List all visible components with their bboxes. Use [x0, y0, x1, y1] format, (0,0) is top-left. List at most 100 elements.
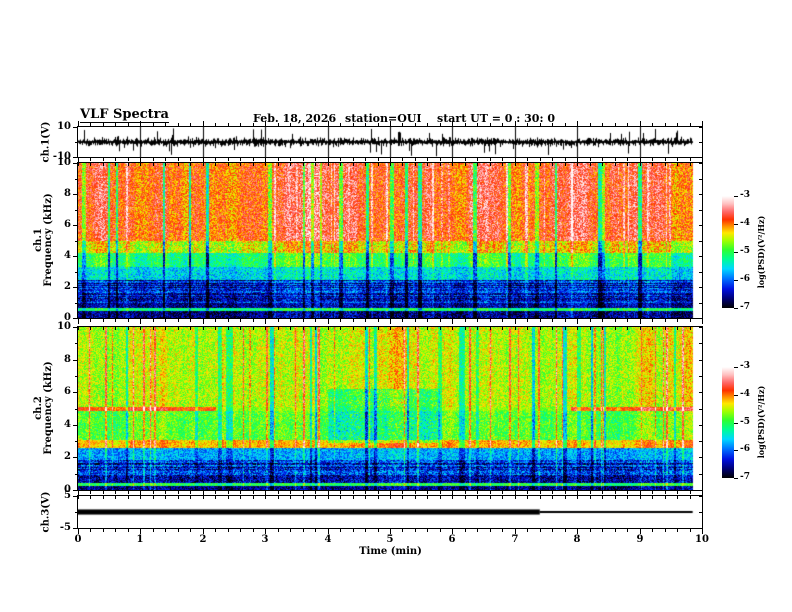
- x-tick-label: 8: [573, 534, 581, 545]
- tick-mark: [427, 491, 428, 494]
- tick-mark: [240, 491, 241, 494]
- tick-mark: [665, 529, 666, 532]
- tick-mark: [165, 491, 166, 494]
- ch1-spectrogram-canvas: [78, 163, 702, 318]
- x-tick-label: 7: [511, 534, 519, 545]
- tick-mark: [452, 529, 453, 534]
- tick-mark: [178, 319, 179, 322]
- colorbar1-label-text: log(PSD)(V²/Hz): [756, 215, 766, 289]
- tick-mark: [253, 158, 254, 161]
- tick-mark: [190, 319, 191, 322]
- tick-mark: [440, 491, 441, 494]
- tick-mark: [303, 529, 304, 532]
- tick-mark: [228, 529, 229, 532]
- tick-mark: [640, 319, 641, 324]
- tick-mark: [502, 158, 503, 161]
- x-tick-label: 2: [199, 534, 207, 545]
- tick-mark: [427, 529, 428, 532]
- tick-mark: [115, 158, 116, 161]
- tick-mark: [440, 529, 441, 532]
- tick-mark: [702, 529, 703, 534]
- tick-mark: [378, 158, 379, 161]
- colorbar-tick-label: -6: [740, 274, 750, 284]
- tick-mark: [190, 529, 191, 532]
- tick-mark: [315, 158, 316, 161]
- tick-mark: [378, 529, 379, 532]
- tick-mark: [353, 491, 354, 494]
- tick-mark: [128, 319, 129, 322]
- tick-mark: [103, 529, 104, 532]
- tick-mark: [402, 319, 403, 322]
- tick-mark: [340, 491, 341, 494]
- tick-mark: [734, 423, 738, 424]
- tick-mark: [115, 319, 116, 322]
- tick-mark: [677, 319, 678, 322]
- tick-mark: [365, 529, 366, 532]
- tick-mark: [353, 319, 354, 322]
- tick-mark: [378, 319, 379, 322]
- tick-mark: [115, 529, 116, 532]
- colorbar-tick-label: -7: [740, 302, 750, 312]
- tick-mark: [402, 158, 403, 161]
- tick-mark: [552, 319, 553, 322]
- x-tick-label: 6: [448, 534, 456, 545]
- tick-mark: [665, 158, 666, 161]
- tick-mark: [278, 491, 279, 494]
- tick-mark: [153, 529, 154, 532]
- tick-mark: [427, 158, 428, 161]
- tick-mark: [340, 529, 341, 532]
- ch3-voltage-axis-label: ch.3(V): [41, 491, 52, 532]
- tick-mark: [315, 319, 316, 322]
- tick-mark: [465, 158, 466, 161]
- tick-mark: [178, 529, 179, 532]
- tick-mark: [490, 491, 491, 494]
- tick-mark: [665, 491, 666, 494]
- tick-mark: [702, 319, 703, 324]
- tick-mark: [690, 158, 691, 161]
- ch2-spectrogram-panel: [77, 326, 703, 491]
- tick-mark: [502, 491, 503, 494]
- tick-mark: [165, 158, 166, 161]
- tick-mark: [103, 491, 104, 494]
- tick-mark: [353, 529, 354, 532]
- tick-mark: [427, 319, 428, 322]
- tick-mark: [228, 158, 229, 161]
- header-date: Feb. 18, 2026: [253, 112, 337, 125]
- tick-mark: [652, 491, 653, 494]
- tick-mark: [552, 529, 553, 532]
- tick-mark: [652, 158, 653, 161]
- tick-mark: [490, 529, 491, 532]
- tick-mark: [178, 158, 179, 161]
- colorbar2-label-text: log(PSD)(V²/Hz): [756, 385, 766, 459]
- tick-mark: [215, 529, 216, 532]
- tick-mark: [734, 280, 738, 281]
- tick-mark: [253, 529, 254, 532]
- tick-mark: [465, 319, 466, 322]
- tick-mark: [477, 529, 478, 532]
- tick-mark: [203, 319, 204, 324]
- tick-mark: [240, 529, 241, 532]
- x-tick-label: 9: [636, 534, 644, 545]
- tick-mark: [590, 158, 591, 161]
- tick-mark: [627, 158, 628, 161]
- tick-mark: [115, 491, 116, 494]
- ch1-voltage-axis-label: ch.1(V): [41, 121, 52, 162]
- colorbar-1: [722, 196, 734, 308]
- tick-mark: [290, 491, 291, 494]
- tick-mark: [103, 158, 104, 161]
- tick-mark: [590, 319, 591, 322]
- tick-mark: [734, 196, 738, 197]
- tick-mark: [734, 308, 738, 309]
- tick-mark: [665, 319, 666, 322]
- colorbar-tick-label: -7: [740, 472, 750, 482]
- tick-mark: [565, 158, 566, 161]
- tick-mark: [734, 395, 738, 396]
- colorbar-tick-label: -4: [740, 389, 750, 399]
- tick-mark: [615, 319, 616, 322]
- tick-mark: [178, 491, 179, 494]
- tick-mark: [290, 319, 291, 322]
- tick-mark: [540, 491, 541, 494]
- tick-mark: [278, 158, 279, 161]
- tick-mark: [527, 319, 528, 322]
